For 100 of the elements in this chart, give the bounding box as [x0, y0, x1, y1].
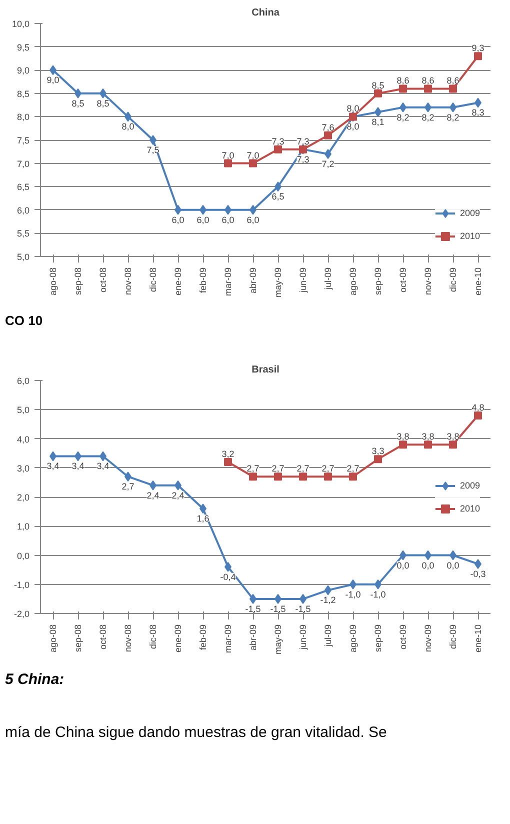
x-tick-label: nov-09: [423, 267, 433, 296]
x-tick-label: sep-09: [373, 624, 383, 652]
data-label: 2,7: [122, 482, 134, 492]
point: [224, 458, 232, 466]
y-tick-label: 8,0: [16, 112, 30, 122]
data-label: 2,7: [246, 464, 260, 474]
y-tick-label: 3,0: [16, 463, 30, 474]
data-label: 3,8: [422, 432, 434, 442]
point: [449, 440, 457, 449]
data-label: 8,6: [396, 76, 410, 86]
x-tick-label: abr-09: [248, 268, 258, 294]
x-tick-label: ene-09: [173, 267, 183, 296]
x-tick-label: jul-09: [323, 624, 333, 648]
x-tick-label: dic-08: [148, 267, 158, 292]
data-label: 7,0: [222, 150, 234, 160]
chart-title: Brasil: [252, 364, 280, 376]
y-tick-label: 10,0: [12, 19, 30, 29]
data-label: 2,7: [296, 464, 310, 474]
point: [474, 52, 482, 60]
x-tick-label: feb-09: [198, 624, 208, 650]
y-tick-label: 9,0: [16, 66, 30, 76]
data-label: 8,0: [122, 122, 134, 132]
data-label: 8,0: [346, 122, 360, 132]
data-label: -1,0: [345, 589, 361, 600]
x-tick-label: abr-09: [248, 624, 258, 651]
point: [374, 455, 382, 464]
point: [424, 84, 432, 93]
x-tick-label: ene-10: [473, 267, 483, 296]
point: [150, 135, 156, 145]
x-tick-label: dic-09: [448, 624, 458, 650]
data-label: 3,3: [372, 446, 384, 456]
data-label: -1,5: [295, 604, 311, 614]
data-label: 8,5: [372, 80, 384, 90]
data-label: -1,0: [370, 589, 386, 600]
data-label: 6,0: [196, 214, 210, 225]
x-tick-label: feb-09: [198, 267, 208, 294]
data-label: 0,0: [422, 560, 434, 570]
data-label: 7,6: [322, 122, 334, 132]
y-tick-label: -1,0: [14, 580, 30, 590]
data-label: 9,3: [472, 43, 484, 54]
point: [399, 84, 407, 93]
y-tick-label: 5,0: [16, 252, 30, 262]
x-tick-label: mar-09: [223, 624, 233, 654]
data-label: 6,0: [172, 214, 184, 225]
data-label: 3,4: [96, 461, 110, 472]
y-tick-label: -2,0: [14, 609, 30, 619]
text: 5 China:: [5, 671, 64, 688]
x-tick-label: dic-08: [148, 624, 158, 650]
point: [349, 472, 357, 481]
y-tick-label: 8,5: [16, 88, 30, 99]
x-tick-label: mar-09: [223, 267, 233, 296]
data-label: 3,8: [396, 432, 410, 442]
data-label: 3,8: [446, 432, 460, 442]
y-tick-label: 9,5: [16, 42, 30, 52]
y-tick-label: 6,0: [16, 205, 30, 216]
x-tick-label: may-09: [273, 267, 283, 298]
x-tick-label: ago-08: [48, 624, 58, 653]
data-label: -1,5: [270, 604, 286, 614]
chart-title: China: [252, 8, 280, 18]
x-tick-label: ago-08: [48, 267, 58, 296]
data-label: 2,4: [172, 490, 184, 500]
data-label: 7,3: [296, 154, 310, 164]
x-tick-label: nov-08: [123, 624, 133, 652]
point: [274, 472, 282, 481]
y-tick-label: 5,5: [16, 228, 30, 239]
data-label: 3,4: [72, 461, 84, 472]
data-label: 8,2: [422, 112, 434, 122]
data-label: 8,5: [96, 98, 110, 108]
data-label: 8,6: [446, 76, 460, 86]
point: [249, 472, 257, 481]
data-label: 8,2: [396, 112, 410, 122]
text: CO 10: [5, 313, 43, 328]
data-label: 3,4: [46, 461, 60, 472]
data-label: 7,0: [246, 150, 260, 160]
x-tick-label: sep-09: [373, 267, 383, 296]
x-tick-label: ago-09: [348, 267, 358, 296]
legend-label: 2009: [460, 480, 480, 490]
data-label: 8,0: [346, 104, 360, 114]
x-tick-label: oct-09: [398, 624, 408, 650]
x-tick-label: may-09: [273, 624, 283, 655]
x-tick-label: oct-09: [398, 268, 408, 293]
data-label: 4,8: [472, 402, 484, 412]
data-label: 2,4: [146, 490, 160, 500]
data-label: 9,0: [46, 75, 60, 86]
data-label: 6,5: [272, 192, 284, 202]
data-label: 7,3: [296, 136, 310, 146]
data-label: -0,3: [470, 568, 486, 579]
data-label: 8,3: [472, 108, 484, 118]
y-tick-label: 4,0: [16, 434, 30, 444]
point: [399, 440, 407, 449]
y-tick-label: 5,0: [16, 405, 30, 416]
legend-label: 2009: [460, 208, 480, 218]
data-label: 8,5: [72, 98, 84, 108]
y-tick-label: 2,0: [16, 492, 30, 502]
y-tick-label: 7,0: [16, 158, 30, 169]
data-label: 0,0: [446, 560, 460, 570]
data-label: 6,0: [246, 214, 260, 225]
data-label: -1,2: [320, 595, 336, 606]
x-tick-label: dic-09: [448, 267, 458, 292]
point: [299, 472, 307, 481]
